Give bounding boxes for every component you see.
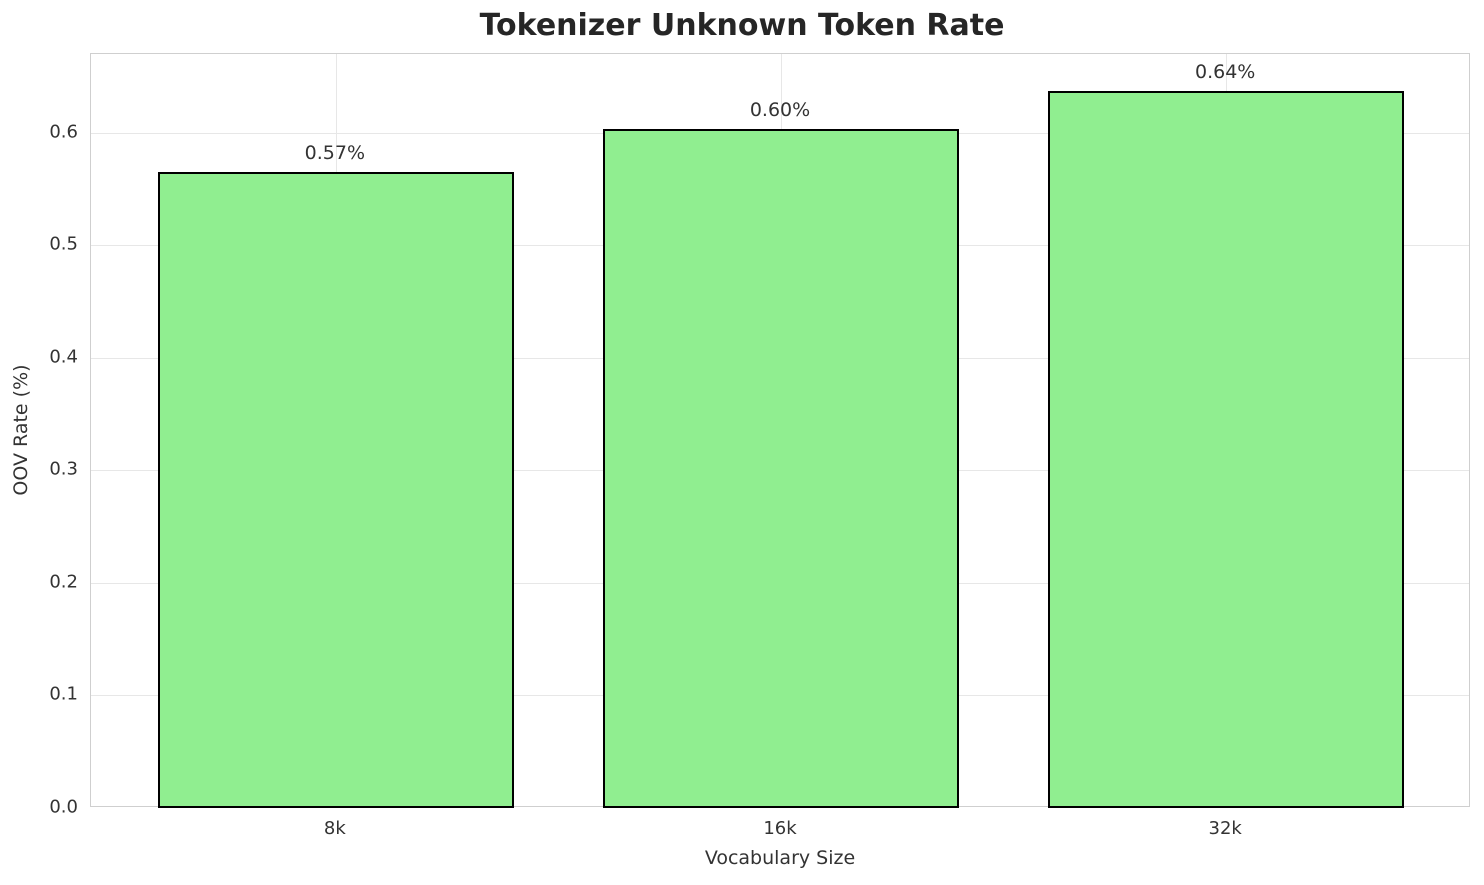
bar-value-label: 0.60% [749, 99, 811, 122]
y-tick-label: 0.4 [49, 346, 78, 368]
y-tick-label: 0.1 [49, 683, 78, 705]
x-tick-label: 8k [323, 818, 346, 839]
y-tick-label: 0.5 [49, 233, 78, 255]
bar [602, 129, 960, 808]
y-tick-label: 0.3 [49, 458, 78, 480]
bar-value-label: 0.64% [1194, 61, 1256, 84]
x-axis-label: Vocabulary Size [704, 847, 856, 869]
plot-area [90, 53, 1470, 808]
x-tick-label: 32k [1208, 818, 1242, 839]
chart-title: Tokenizer Unknown Token Rate [479, 8, 1005, 43]
bar [1048, 91, 1405, 808]
x-tick-label: 16k [763, 818, 797, 839]
y-tick-label: 0.0 [49, 796, 78, 818]
y-tick-label: 0.2 [49, 571, 78, 593]
bar [157, 172, 514, 808]
y-tick-label: 0.6 [49, 121, 78, 143]
bar-value-label: 0.57% [304, 142, 366, 165]
